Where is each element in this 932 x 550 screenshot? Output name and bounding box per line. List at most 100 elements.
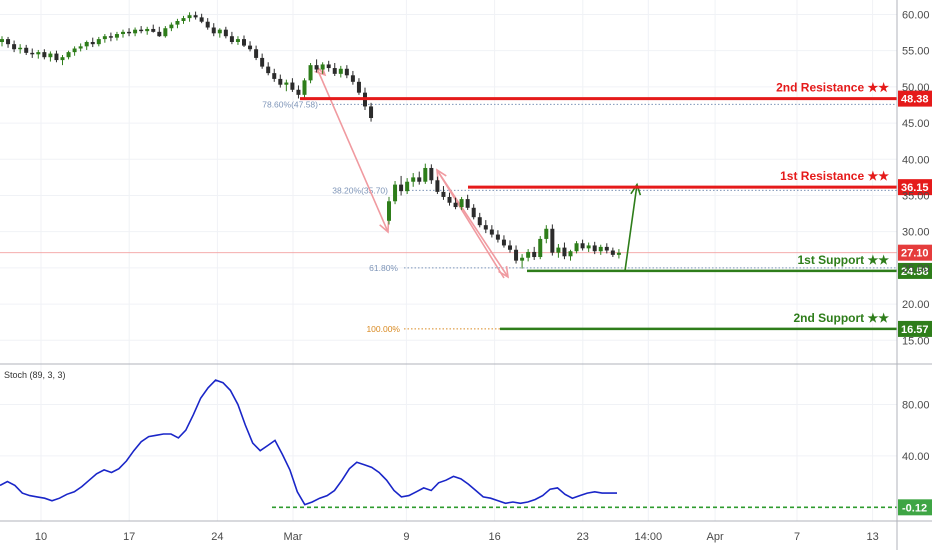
candle-body xyxy=(254,49,259,58)
candle-body xyxy=(483,225,488,230)
candle-body xyxy=(586,245,591,249)
candle-body xyxy=(60,57,65,61)
candle-body xyxy=(199,17,204,22)
candle-body xyxy=(42,52,47,58)
candle-body xyxy=(556,247,561,253)
candle-body xyxy=(562,247,567,257)
stoch-value-tag-text: -0.12 xyxy=(902,502,927,514)
stoch-tick-label: 80.00 xyxy=(902,400,930,412)
candle-body xyxy=(508,245,512,250)
candle-body xyxy=(471,207,476,218)
candle-body xyxy=(568,251,573,257)
candle-body xyxy=(574,243,579,252)
candle-body xyxy=(223,29,228,37)
candle-body xyxy=(229,36,234,42)
candle-body xyxy=(278,78,283,85)
candle-body xyxy=(235,39,240,42)
candle-body xyxy=(616,252,621,255)
price-tick-label: 60.00 xyxy=(902,9,930,21)
candle-body xyxy=(429,167,434,181)
candle-body xyxy=(459,199,464,208)
candle-body xyxy=(139,29,144,32)
candle-body xyxy=(538,238,543,258)
level-label: 2nd Resistance ★★ xyxy=(776,81,889,95)
candle-body xyxy=(435,180,440,192)
candle-body xyxy=(30,52,35,55)
candle-body xyxy=(187,15,192,19)
candle-body xyxy=(332,68,337,74)
target-arrow xyxy=(624,184,638,271)
candle-body xyxy=(393,184,398,202)
candle-body xyxy=(453,202,458,208)
fib-label: 78.60%(47.58) xyxy=(262,99,318,109)
candle-body xyxy=(610,250,615,255)
candle-body xyxy=(211,27,216,34)
candle-body xyxy=(302,80,307,95)
candle-body xyxy=(477,217,482,226)
candle-body xyxy=(205,21,210,28)
time-tick-label: 16 xyxy=(488,531,500,543)
candle-body xyxy=(96,39,101,45)
candle-body xyxy=(90,41,95,45)
candle-body xyxy=(320,64,325,70)
time-tick-label: 9 xyxy=(403,531,409,543)
candle-body xyxy=(6,39,11,45)
level-price-tag xyxy=(898,90,932,107)
candle-body xyxy=(344,68,349,76)
fib-label: 61.80% xyxy=(369,263,398,273)
target-arrow-head xyxy=(630,182,642,196)
current-price-tag xyxy=(898,244,932,261)
projection-arrow-down-1-head xyxy=(379,220,390,234)
projection-arrows xyxy=(314,64,642,279)
candle-body xyxy=(72,48,77,53)
stoch-tick-label: 40.00 xyxy=(902,451,930,463)
candle-body xyxy=(495,234,500,240)
level-price-tag xyxy=(898,179,932,196)
candle-body xyxy=(489,229,494,235)
candle-body xyxy=(121,31,125,35)
level-price-tag-text: 16.57 xyxy=(901,324,929,336)
fib-label: 38.20%(35.70) xyxy=(332,185,388,195)
time-tick-label: Mar xyxy=(284,531,303,543)
candle-body xyxy=(580,243,585,249)
stoch-title: Stoch (89, 3, 3) xyxy=(4,370,66,380)
candle-body xyxy=(181,18,186,21)
candle-body xyxy=(127,31,132,34)
candle-body xyxy=(526,251,531,258)
time-tick-label: 23 xyxy=(577,531,589,543)
price-tick-label: 20.00 xyxy=(902,299,930,311)
candle-body xyxy=(284,82,289,85)
candle-body xyxy=(169,24,174,29)
candle-body xyxy=(296,89,301,95)
candle-body xyxy=(532,251,537,258)
candle-body xyxy=(102,36,107,40)
fib-label: 100.00% xyxy=(366,324,400,334)
projection-arrow-down-2 xyxy=(436,169,509,278)
level-price-tag-text: 36.15 xyxy=(901,182,929,194)
price-tick-label: 45.00 xyxy=(902,118,930,130)
level-label: 1st Support ★★ xyxy=(797,253,889,267)
candle-body xyxy=(356,81,361,93)
level-lines: 2nd Resistance ★★ 48.38 1st Resistance ★★ 3… xyxy=(300,81,932,337)
time-tick-label: Apr xyxy=(707,531,724,543)
candle-body xyxy=(133,29,138,34)
time-tick-label: 24 xyxy=(211,531,223,543)
level-label: 2nd Support ★★ xyxy=(793,311,889,325)
candle-body xyxy=(157,31,162,37)
stoch-value-tag xyxy=(898,499,932,516)
candle-body xyxy=(520,257,525,261)
candle-body xyxy=(48,53,53,58)
level-label: 1st Resistance ★★ xyxy=(780,169,889,183)
candle-body xyxy=(411,177,416,182)
candle-body xyxy=(387,201,391,221)
candle-body xyxy=(350,75,355,82)
candle-body xyxy=(78,46,83,49)
candle-body xyxy=(544,228,549,239)
candle-body xyxy=(66,52,71,58)
candle-body xyxy=(24,47,29,53)
time-tick-label: 17 xyxy=(123,531,135,543)
